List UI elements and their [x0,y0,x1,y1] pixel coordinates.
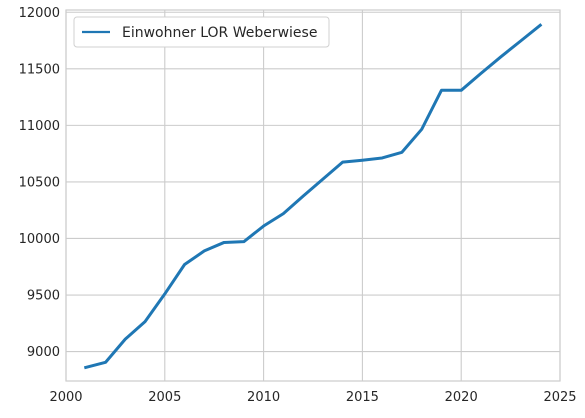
x-tick-label: 2015 [346,390,379,405]
y-axis-ticks: 9000 9500 10000 10500 11000 11500 12000 [19,6,60,360]
y-tick-label: 9000 [27,345,60,360]
x-axis-ticks: 2000 2005 2010 2015 2020 2025 [49,390,576,405]
y-tick-label: 11000 [19,119,60,134]
legend-label: Einwohner LOR Weberwiese [122,25,317,41]
x-tick-label: 2025 [543,390,576,405]
legend: Einwohner LOR Weberwiese [73,16,330,48]
series-line [83,23,543,370]
y-tick-label: 11500 [19,62,60,77]
series-layer [83,23,543,370]
legend-box [73,16,330,48]
x-tick-label: 2020 [445,390,478,405]
y-tick-label: 12000 [19,6,60,21]
y-tick-label: 9500 [27,289,60,304]
y-tick-label: 10500 [19,175,60,190]
plot-frame [65,9,561,382]
x-tick-label: 2005 [148,390,181,405]
x-tick-label: 2010 [247,390,280,405]
y-tick-label: 10000 [19,232,60,247]
x-tick-label: 2000 [49,390,82,405]
grid [65,10,561,381]
